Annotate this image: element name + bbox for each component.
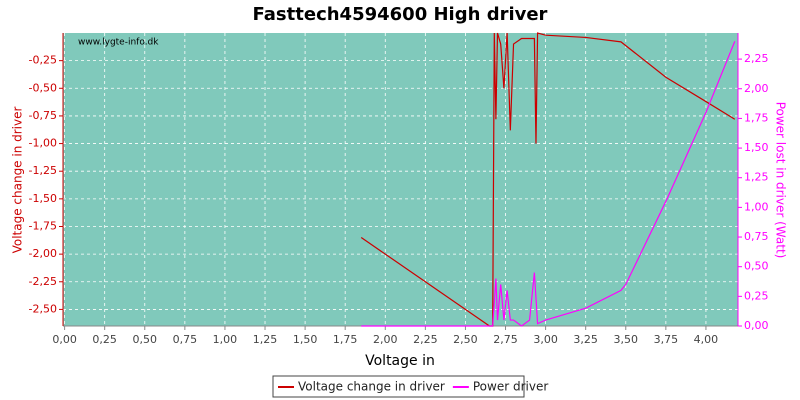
y2-tick-label: 1,00 [744,200,769,213]
y2-tick-label: 2,25 [744,52,769,65]
x-tick-label: 0,75 [173,333,198,346]
y-tick-label: -2,25 [29,275,57,288]
x-tick-label: 1,50 [293,333,318,346]
x-tick-label: 2,75 [493,333,518,346]
x-tick-label: 2,00 [373,333,398,346]
x-tick-label: 0,50 [133,333,158,346]
x-tick-label: 3,00 [533,333,558,346]
x-tick-label: 3,25 [573,333,598,346]
x-tick-label: 3,50 [614,333,639,346]
x-tick-label: 1,00 [213,333,238,346]
x-tick-label: 2,50 [453,333,478,346]
y2-tick-label: 1,75 [744,111,769,124]
y-tick-label: -2,50 [29,302,57,315]
y2-tick-label: 0,00 [744,319,769,332]
x-tick-label: 3,75 [654,333,679,346]
legend [272,375,525,398]
legend-label: Voltage change in driver [298,380,445,394]
x-tick-label: 1,75 [333,333,358,346]
y-tick-label: -1,75 [29,219,57,232]
x-axis-label: Voltage in [365,353,435,369]
y-axis-label: Voltage change in driver [11,107,25,254]
y-tick-label: -2,00 [29,247,57,260]
x-tick-label: 0,00 [52,333,77,346]
y2-axis-label: Power lost in driver (Watt) [774,102,788,259]
x-tick-label: 1,25 [253,333,278,346]
y-tick-label: -0,25 [29,54,57,67]
y-tick-label: -0,75 [29,109,57,122]
x-tick-label: 0,25 [92,333,117,346]
y2-tick-label: 1,50 [744,141,769,154]
y2-tick-label: 1,25 [744,171,769,184]
y-tick-label: -1,00 [29,137,57,150]
y2-tick-label: 2,00 [744,82,769,95]
x-tick-label: 4,00 [694,333,719,346]
y-tick-label: -1,50 [29,192,57,205]
y-tick-label: -0,50 [29,81,57,94]
chart-title: Fasttech4594600 High driver [253,4,548,25]
y2-tick-label: 0,50 [744,260,769,273]
legend-label: Power driver [473,380,548,394]
x-tick-label: 2,25 [413,333,438,346]
y2-tick-label: 0,25 [744,289,769,302]
y-tick-label: -1,25 [29,164,57,177]
series-line [361,41,736,327]
y2-tick-label: 0,75 [744,230,769,243]
series-line [360,32,736,327]
watermark: www.lygte-info.dk [78,38,159,48]
